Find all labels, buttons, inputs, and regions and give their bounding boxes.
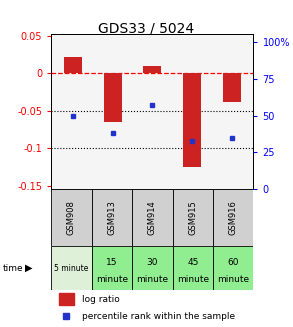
Text: percentile rank within the sample: percentile rank within the sample [81,312,235,321]
Bar [104,73,122,122]
Text: GSM915: GSM915 [188,200,197,235]
Text: 15: 15 [106,258,118,267]
Bar [173,189,213,246]
Text: minute: minute [136,275,168,284]
Text: GSM916: GSM916 [229,200,238,235]
Bar [59,294,74,305]
Bar [144,66,161,73]
Bar [213,246,253,290]
Text: 30: 30 [146,258,158,267]
Bar [223,73,241,102]
Bar [183,73,201,167]
Text: log ratio: log ratio [81,295,119,304]
Bar [64,57,82,73]
Bar [132,246,173,290]
Text: 60: 60 [227,258,239,267]
Bar [132,189,173,246]
Bar [51,189,92,246]
Text: time: time [3,264,23,273]
Text: GSM913: GSM913 [108,200,116,235]
Bar [51,246,92,290]
Bar [92,246,132,290]
Text: minute: minute [217,275,249,284]
Text: minute: minute [177,275,209,284]
Text: minute: minute [96,275,128,284]
Bar [173,246,213,290]
Text: GDS33 / 5024: GDS33 / 5024 [98,21,195,35]
Bar [92,189,132,246]
Text: GSM914: GSM914 [148,200,157,235]
Text: 45: 45 [187,258,198,267]
Text: GSM908: GSM908 [67,200,76,235]
Bar [213,189,253,246]
Text: 5 minute: 5 minute [54,264,89,273]
Text: ▶: ▶ [25,263,33,273]
